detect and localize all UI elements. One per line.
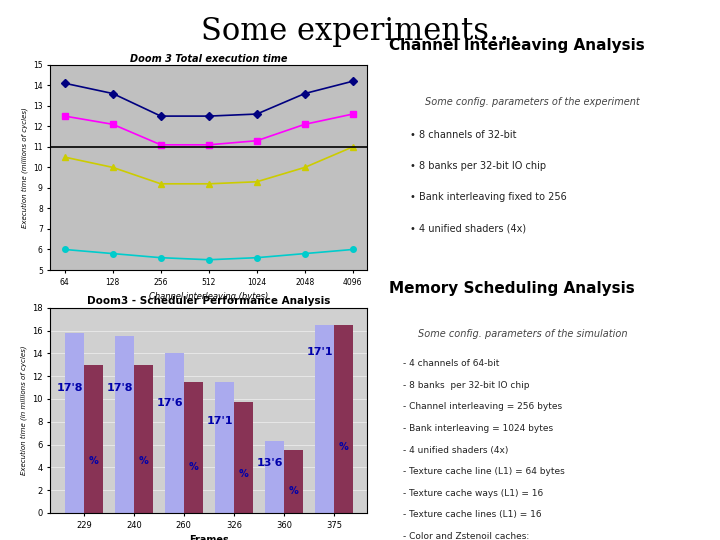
- Text: %: %: [338, 442, 348, 452]
- Text: • Bank interleaving fixed to 256: • Bank interleaving fixed to 256: [410, 192, 567, 202]
- Text: • 8 banks per 32-bit IO chip: • 8 banks per 32-bit IO chip: [410, 161, 546, 171]
- Bar: [284, 450, 303, 513]
- Text: Some config. parameters of the experiment: Some config. parameters of the experimen…: [425, 97, 639, 107]
- Bar: [65, 333, 84, 513]
- Text: - Texture cache line (L1) = 64 bytes: - Texture cache line (L1) = 64 bytes: [403, 467, 565, 476]
- Bar: [215, 382, 234, 513]
- Title: Doom 3 Total execution time: Doom 3 Total execution time: [130, 54, 287, 64]
- Bar: [315, 325, 334, 513]
- Text: - 4 channels of 64-bit: - 4 channels of 64-bit: [403, 359, 500, 368]
- Text: - Channel interleaving = 256 bytes: - Channel interleaving = 256 bytes: [403, 402, 562, 411]
- Text: 17'6: 17'6: [157, 397, 184, 408]
- Bar: [234, 402, 253, 513]
- Text: Some experiments…: Some experiments…: [201, 16, 519, 47]
- Bar: [114, 336, 134, 513]
- Text: • 8 channels of 32-bit: • 8 channels of 32-bit: [410, 130, 517, 140]
- Text: %: %: [289, 486, 298, 496]
- Bar: [265, 441, 284, 513]
- Text: 13'6: 13'6: [257, 458, 283, 468]
- Text: Some config. parameters of the simulation: Some config. parameters of the simulatio…: [418, 329, 627, 340]
- Y-axis label: Execution time (millions of cycles): Execution time (millions of cycles): [21, 107, 27, 228]
- Text: - Texture cache lines (L1) = 16: - Texture cache lines (L1) = 16: [403, 510, 542, 519]
- Y-axis label: Execution time (in millions of cycles): Execution time (in millions of cycles): [20, 346, 27, 475]
- Text: %: %: [138, 456, 148, 466]
- Text: - 4 unified shaders (4x): - 4 unified shaders (4x): [403, 446, 508, 455]
- X-axis label: Channel interleaving (bytes): Channel interleaving (bytes): [149, 292, 269, 301]
- Text: • 4 unified shaders (4x): • 4 unified shaders (4x): [410, 224, 526, 234]
- Text: - 8 banks  per 32-bit IO chip: - 8 banks per 32-bit IO chip: [403, 381, 530, 390]
- Bar: [184, 382, 203, 513]
- Text: 17'8: 17'8: [107, 382, 133, 393]
- Bar: [134, 365, 153, 513]
- Text: %: %: [238, 469, 248, 480]
- Text: - Texture cache ways (L1) = 16: - Texture cache ways (L1) = 16: [403, 489, 544, 498]
- Title: Doom3 - Scheduler Performance Analysis: Doom3 - Scheduler Performance Analysis: [87, 295, 330, 306]
- Bar: [84, 365, 103, 513]
- Text: - Color and Zstenoil caches:: - Color and Zstenoil caches:: [403, 532, 529, 540]
- Text: 17'1: 17'1: [307, 347, 333, 357]
- Bar: [334, 325, 353, 513]
- Text: 17'8: 17'8: [57, 382, 84, 393]
- Text: 17'1: 17'1: [207, 416, 233, 426]
- Text: Memory Scheduling Analysis: Memory Scheduling Analysis: [389, 281, 634, 296]
- Text: Channel Interleaving Analysis: Channel Interleaving Analysis: [389, 38, 644, 53]
- X-axis label: Frames: Frames: [189, 535, 229, 540]
- Bar: [165, 353, 184, 513]
- Text: %: %: [189, 462, 198, 472]
- Text: - Bank interleaving = 1024 bytes: - Bank interleaving = 1024 bytes: [403, 424, 554, 433]
- Text: %: %: [89, 456, 98, 466]
